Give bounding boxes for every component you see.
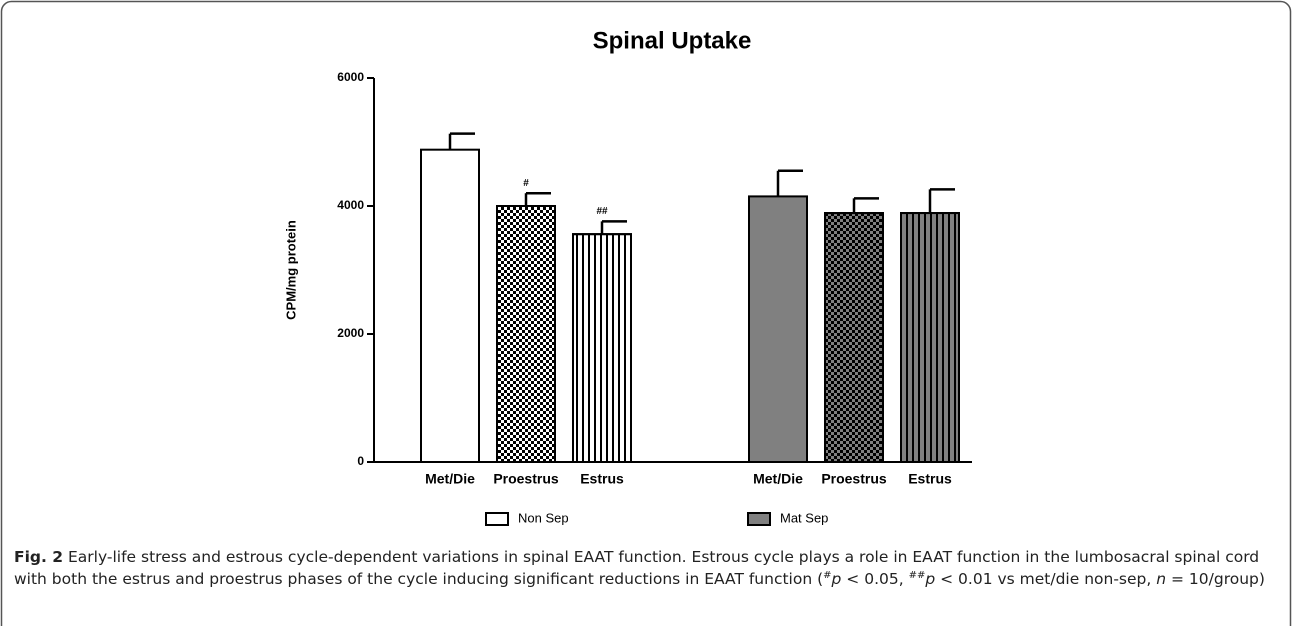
bar-pattern <box>900 212 960 463</box>
x-tick-label: Estrus <box>580 471 624 487</box>
y-tick-label: 6000 <box>337 70 364 84</box>
caption-label: Fig. 2 <box>14 548 64 566</box>
y-tick-label: 0 <box>357 454 364 468</box>
y-tick-label: 4000 <box>337 198 364 212</box>
bar-pattern <box>496 205 556 463</box>
x-tick-label: Met/Die <box>753 471 803 487</box>
annotation: # <box>523 178 529 189</box>
x-tick-label: Proestrus <box>821 471 887 487</box>
annotation: ## <box>596 206 608 217</box>
x-tick-label: Met/Die <box>425 471 475 487</box>
legend-label: Non Sep <box>518 510 569 525</box>
caption-text: < 0.01 vs met/die non-sep, <box>935 570 1157 588</box>
caption-sup: # <box>823 569 832 581</box>
y-axis-label: CPM/mg protein <box>283 220 298 320</box>
chart-title: Spinal Uptake <box>593 27 752 54</box>
y-tick-label: 2000 <box>337 326 364 340</box>
x-tick-label: Proestrus <box>493 471 559 487</box>
caption-text: < 0.05, <box>841 570 909 588</box>
legend-swatch <box>747 512 771 526</box>
bar-pattern <box>824 212 884 463</box>
bar-pattern <box>572 233 632 463</box>
caption-text: Early-life stress and estrous cycle-depe… <box>14 548 1260 588</box>
legend-swatch <box>485 512 509 526</box>
legend-label: Mat Sep <box>780 510 828 525</box>
caption-text: = 10/group) <box>1166 570 1265 588</box>
x-tick-label: Estrus <box>908 471 952 487</box>
caption-sup: ## <box>908 569 926 581</box>
bar <box>420 148 480 463</box>
caption: Fig. 2 Early-life stress and estrous cyc… <box>14 546 1276 590</box>
caption-italic: p <box>925 570 936 588</box>
caption-italic: n <box>1156 570 1167 588</box>
caption-italic: p <box>831 570 842 588</box>
bar <box>748 195 808 463</box>
